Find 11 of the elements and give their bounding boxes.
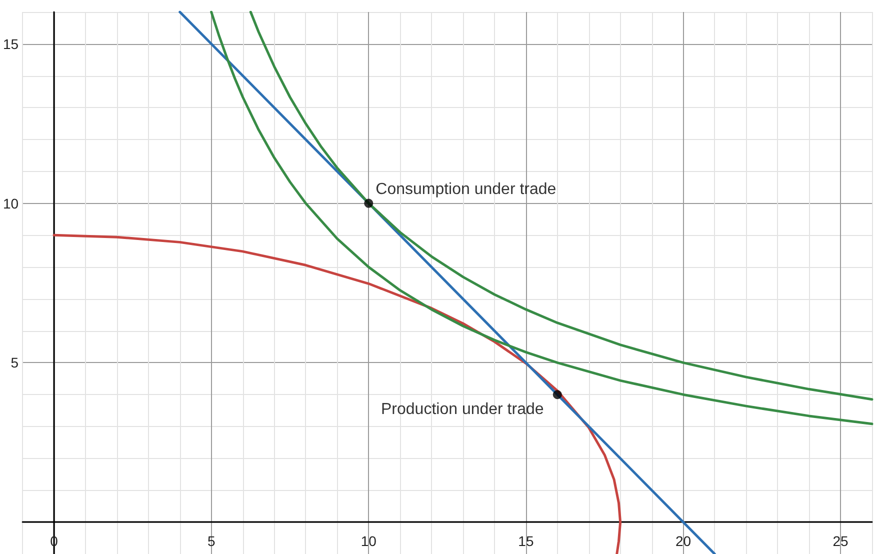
line-series [178, 10, 716, 554]
x-tick-label: 5 [207, 533, 216, 549]
x-tick-label: 20 [675, 533, 692, 549]
annotation: Production under trade [381, 401, 544, 418]
y-tick-label: 5 [10, 354, 19, 371]
x-tick-label: 15 [518, 533, 534, 549]
annotation: Consumption under trade [376, 180, 556, 198]
y-tick-label: 15 [2, 36, 19, 52]
x-tick-label: 25 [832, 533, 849, 549]
y-tick-label: 10 [2, 195, 19, 212]
x-tick-label: 10 [360, 533, 377, 549]
